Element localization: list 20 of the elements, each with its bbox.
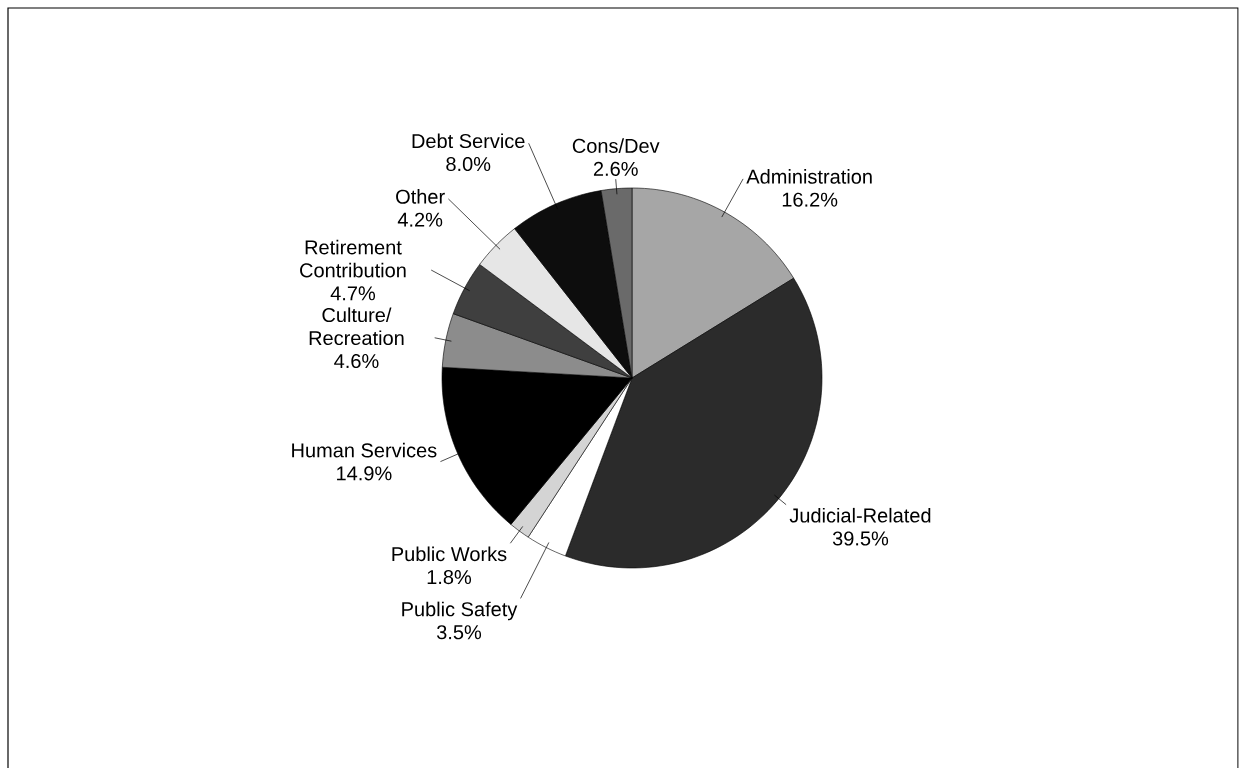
slice-label: Public Safety <box>402 601 518 621</box>
slice-label: Administration <box>746 169 872 184</box>
slice-label: Public Works <box>392 546 507 562</box>
slice-label: Cons/Dev <box>572 138 660 153</box>
slice-label: Debt Service <box>412 133 525 149</box>
slice-label: Retirement Contribution <box>300 239 406 278</box>
data-label: 39.5% <box>832 531 889 546</box>
data-label: 16.2% <box>782 192 838 207</box>
slice-label: Judicial-Related <box>789 507 931 523</box>
data-label: 8.0% <box>446 156 491 172</box>
data-label: 2.6% <box>593 161 638 176</box>
slice-label: Human Services <box>292 442 437 458</box>
data-label: 3.5% <box>436 625 482 640</box>
data-label: 4.6% <box>334 353 379 369</box>
data-label: 1.8% <box>427 569 472 585</box>
slice-label: Other <box>396 189 445 204</box>
data-label: 4.7% <box>330 286 376 301</box>
data-label: 4.2% <box>397 212 443 227</box>
data-label: 14.9% <box>337 466 392 481</box>
legend-label: Culture/ Recreation <box>309 307 404 346</box>
